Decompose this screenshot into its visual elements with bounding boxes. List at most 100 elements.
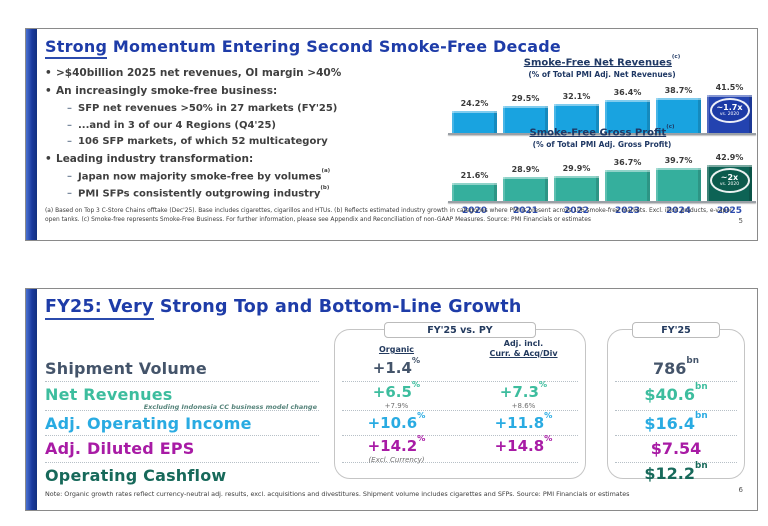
- vs-2020-badge: ~1.7x vs. 2020: [709, 98, 750, 123]
- row-separator: [45, 410, 319, 411]
- bullet-item: • Leading industry transformation:: [45, 153, 447, 165]
- title-underlined-part: FY25: Very: [45, 297, 154, 320]
- year-label: 2024: [665, 206, 692, 216]
- bullet-item: • An increasingly smoke-free business:: [45, 85, 447, 97]
- bar-2025: 42.9% ~2x vs. 2020: [707, 153, 752, 201]
- organic-value: +14.2% (Excl. Currency): [339, 433, 454, 464]
- bullet-list: • >$40billion 2025 net revenues, OI margi…: [45, 67, 447, 204]
- bullet-item: – Japan now majority smoke-free by volume…: [67, 167, 447, 183]
- bar-value-label: 28.9%: [511, 165, 540, 174]
- bar-value-label: 32.1%: [562, 92, 591, 101]
- bar-value-label: 24.2%: [460, 99, 489, 108]
- chart-subtitle: (% of Total PMI Adj. Net Revenues): [528, 70, 676, 79]
- row-separator: [342, 410, 578, 411]
- column-header-organic: Organic: [378, 345, 415, 354]
- fy25-value: $12.2bn: [644, 461, 708, 483]
- bar-value-label: 42.9%: [715, 153, 744, 162]
- row-label: Shipment Volume: [45, 359, 207, 378]
- adj-value: +11.8%: [494, 409, 553, 432]
- year-label: 2023: [614, 206, 641, 216]
- page-number: 6: [738, 486, 743, 494]
- bar-value-label: 41.5%: [715, 83, 744, 92]
- row-separator: [45, 462, 319, 463]
- bar-value-label: 36.4%: [613, 88, 642, 97]
- chart-smoke-free-net-revenues: Smoke-Free Net Revenues(c) (% of Total P…: [446, 54, 758, 135]
- slide1-title: Strong Momentum Entering Second Smoke-Fr…: [45, 37, 561, 59]
- adj-value: +7.3% +8.6%: [466, 379, 581, 410]
- bar-value-label: 39.7%: [664, 156, 693, 165]
- chart-baseline: [448, 201, 756, 203]
- row-separator: [615, 381, 737, 382]
- bar-2022: 32.1%: [554, 92, 599, 133]
- bar-2020: 24.2%: [452, 99, 497, 133]
- bar-value-label: 21.6%: [460, 171, 489, 180]
- fy25-tab: FY'25: [632, 322, 720, 338]
- bullet-text: An increasingly smoke-free business:: [56, 85, 278, 98]
- chart-baseline: [448, 133, 756, 135]
- row-label: Adj. Operating Income: [45, 414, 252, 433]
- bullet-marker: •: [45, 67, 52, 79]
- chart-subtitle: (% of Total PMI Adj. Gross Profit): [532, 140, 672, 149]
- vs-py-tab: FY'25 vs. PY: [384, 322, 536, 338]
- bullet-item: –106 SFP markets, of which 52 multicateg…: [67, 136, 447, 148]
- bullet-marker: –: [67, 171, 72, 183]
- footnote-ref: (b): [320, 184, 330, 191]
- adj-subnote: +8.6%: [511, 402, 536, 410]
- fy25-value: $16.4bn: [644, 411, 708, 433]
- row-separator: [615, 410, 737, 411]
- chart-smoke-free-gross-profit: Smoke-Free Gross Profit(c) (% of Total P…: [446, 124, 758, 216]
- bar-2021: 29.5%: [503, 94, 548, 133]
- organic-subnote: +7.9%: [384, 402, 409, 410]
- bullet-marker: •: [45, 85, 52, 98]
- adj-value: +14.8%: [494, 432, 553, 455]
- bullet-item: – PMI SFPs consistently outgrowing indust…: [67, 184, 447, 200]
- bar-2024: 39.7%: [656, 156, 701, 201]
- bar-2020: 21.6%: [452, 171, 497, 201]
- bullet-marker: •: [45, 152, 52, 165]
- year-label: 2020: [461, 206, 488, 216]
- bar-2022: 29.9%: [554, 164, 599, 201]
- bar-value-label: 29.5%: [511, 94, 540, 103]
- title-rest-part: Strong Top and Bottom-Line Growth: [153, 297, 522, 317]
- bullet-text: Leading industry transformation:: [56, 152, 254, 165]
- row-separator: [45, 435, 319, 436]
- vs-py-panel: [334, 329, 586, 479]
- bullet-marker: –: [67, 136, 72, 148]
- bar-2023: 36.7%: [605, 158, 650, 201]
- bullet-item: – SFP net revenues >50% in 27 markets (FY…: [67, 103, 447, 115]
- bullet-marker: –: [67, 119, 72, 131]
- vs-2020-badge: ~2x vs. 2020: [709, 168, 750, 193]
- row-separator: [342, 462, 578, 463]
- slide2-title: FY25: Very Strong Top and Bottom-Line Gr…: [45, 297, 522, 320]
- row-separator: [342, 381, 578, 382]
- bar-value-label: 29.9%: [562, 164, 591, 173]
- bullet-text: SFP net revenues >50% in 27 markets (FY'…: [78, 103, 338, 115]
- year-label: 2025: [716, 206, 743, 216]
- bar-2021: 28.9%: [503, 165, 548, 201]
- year-label: 2022: [563, 206, 590, 216]
- fy25-value: $40.6bn: [644, 382, 708, 404]
- chart-title: Smoke-Free Net Revenues(c): [523, 54, 681, 69]
- title-rest-part: Momentum Entering Second Smoke-Free Deca…: [107, 37, 561, 56]
- slide-accent-bar: [26, 29, 37, 240]
- slide-fy25-growth: FY25: Very Strong Top and Bottom-Line Gr…: [25, 288, 758, 511]
- bullet-marker: –: [67, 187, 72, 199]
- bullet-item: • >$40billion 2025 net revenues, OI margi…: [45, 67, 447, 79]
- slide-smoke-free-momentum: Strong Momentum Entering Second Smoke-Fr…: [25, 28, 758, 241]
- bullet-marker: –: [67, 103, 72, 115]
- bar-2023: 36.4%: [605, 88, 650, 133]
- bullet-text: Japan now majority smoke-free by volumes: [78, 171, 322, 183]
- bar-group: 24.2% 29.5% 32.1% 36.4% 38.7% 41.5% ~1.7x vs. 2…: [452, 83, 752, 133]
- bar-2025: 41.5% ~1.7x vs. 2020: [707, 83, 752, 133]
- footnote-ref: (a): [321, 167, 331, 174]
- row-sublabel: Excluding Indonesia CC business model ch…: [143, 403, 317, 411]
- organic-subnote: (Excl. Currency): [368, 456, 425, 464]
- year-label: 2021: [512, 206, 539, 216]
- row-separator: [615, 435, 737, 436]
- bullet-text: PMI SFPs consistently outgrowing industr…: [78, 187, 321, 199]
- bullet-text: >$40billion 2025 net revenues, OI margin…: [56, 67, 342, 79]
- bar-2024: 38.7%: [656, 86, 701, 133]
- organic-value: +6.5% +7.9%: [339, 379, 454, 410]
- slide1-footnote: (a) Based on Top 3 C-Store Chains offtak…: [45, 208, 733, 223]
